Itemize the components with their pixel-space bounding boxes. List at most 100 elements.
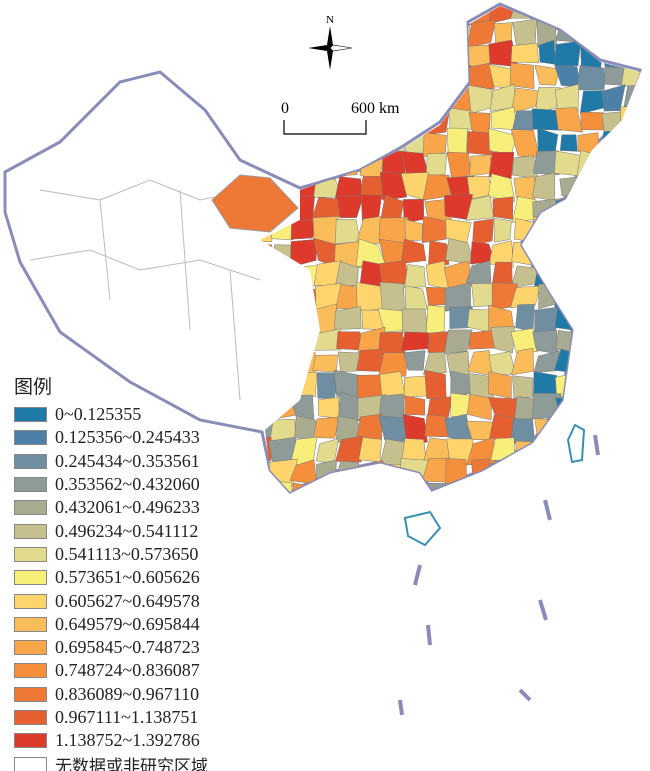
legend-swatch <box>14 640 47 656</box>
region-cell <box>404 395 426 416</box>
region-cell <box>429 63 447 90</box>
region-cell <box>333 306 362 330</box>
legend-label: 0.605627~0.649578 <box>55 590 200 611</box>
region-cell <box>513 458 540 487</box>
region-cell <box>405 87 431 112</box>
region-cell <box>576 327 607 355</box>
legend-item: 0.748724~0.836087 <box>14 659 208 682</box>
region-cell <box>356 348 385 372</box>
legend-item: 0.836089~0.967110 <box>14 683 208 706</box>
region-cell <box>465 195 494 221</box>
region-cell <box>575 283 605 310</box>
region-cell <box>534 307 558 335</box>
region-cell <box>624 305 640 333</box>
region-cell <box>336 331 361 351</box>
region-cell <box>421 20 447 47</box>
region-cell <box>598 440 628 463</box>
region-cell <box>293 91 319 113</box>
region-cell <box>428 240 450 267</box>
legend-label: 0.748724~0.836087 <box>55 660 200 681</box>
region-cell <box>643 134 650 154</box>
legend-item: 0.649579~0.695844 <box>14 613 208 636</box>
legend-item: 1.138752~1.392786 <box>14 729 208 752</box>
region-cell <box>400 18 426 47</box>
taiwan-island <box>566 423 586 464</box>
region-cell <box>535 481 562 492</box>
legend-item: 0.967111~1.138751 <box>14 706 208 729</box>
region-cell <box>603 349 627 376</box>
legend-swatch <box>14 430 47 446</box>
legend: 图例 0~0.125355 0.125356~0.245433 0.245434~0… <box>14 372 208 771</box>
region-cell <box>622 354 640 379</box>
region-cell <box>555 482 581 492</box>
region-cell <box>642 239 650 266</box>
region-cell <box>358 483 386 492</box>
region-cell <box>424 414 450 438</box>
region-cell <box>260 42 274 66</box>
region-cell <box>443 329 473 355</box>
region-cell <box>510 285 541 309</box>
south-sea-dashes <box>398 434 600 716</box>
region-cell <box>313 416 339 439</box>
region-cell <box>512 375 534 399</box>
region-cell <box>576 6 605 22</box>
region-cell <box>337 351 363 372</box>
region-cell <box>424 369 447 400</box>
region-cell <box>643 308 650 334</box>
region-cell <box>269 44 296 64</box>
region-cell <box>598 263 628 291</box>
compass: N <box>308 14 353 73</box>
legend-item: 0.695845~0.748723 <box>14 636 208 659</box>
region-cell <box>621 45 640 66</box>
region-cell <box>620 245 640 265</box>
region-cell <box>401 39 426 66</box>
region-cell <box>623 153 640 173</box>
region-cell <box>602 327 628 353</box>
legend-label: 0.649579~0.695844 <box>55 613 200 634</box>
region-cell <box>400 238 427 264</box>
region-cell <box>360 65 381 90</box>
legend-swatch <box>14 500 47 516</box>
region-cell <box>643 174 650 197</box>
region-cell <box>642 416 650 444</box>
region-cell <box>621 262 640 291</box>
region-cell <box>515 304 535 332</box>
region-cell <box>623 84 640 108</box>
region-cell <box>488 240 514 268</box>
legend-swatch <box>14 546 47 562</box>
region-cell <box>314 283 342 310</box>
region-cell <box>555 265 580 287</box>
legend-swatch <box>14 756 47 771</box>
legend-label: 0.353562~0.432060 <box>55 474 200 495</box>
region-cell <box>622 327 640 355</box>
region-cell <box>468 329 496 350</box>
region-cell <box>422 132 447 158</box>
region-cell <box>471 458 491 481</box>
legend-item: 0.245434~0.353561 <box>14 450 208 473</box>
region-cell <box>621 371 640 400</box>
region-cell <box>403 479 431 492</box>
region-cell <box>554 217 583 243</box>
region-cell <box>576 149 603 179</box>
legend-label: 0.541113~0.573650 <box>55 543 199 564</box>
scale-end: 600 km <box>351 100 400 117</box>
region-cell <box>625 129 640 157</box>
region-cell <box>554 241 585 267</box>
region-cell <box>260 85 275 113</box>
legend-item: 0.353562~0.432060 <box>14 473 208 496</box>
region-cell <box>554 40 582 67</box>
region-cell <box>554 282 584 309</box>
region-cell <box>603 461 626 487</box>
legend-swatch <box>14 710 47 725</box>
legend-swatch <box>14 477 47 493</box>
legend-title: 图例 <box>14 376 53 398</box>
region-cell <box>576 460 606 486</box>
legend-label: 无数据或非研究区域 <box>55 756 208 771</box>
region-cell <box>443 6 470 24</box>
region-cell <box>291 482 320 492</box>
region-cell <box>576 262 605 289</box>
region-cell <box>492 483 515 492</box>
region-cell <box>555 458 582 485</box>
region-cell <box>260 107 276 137</box>
